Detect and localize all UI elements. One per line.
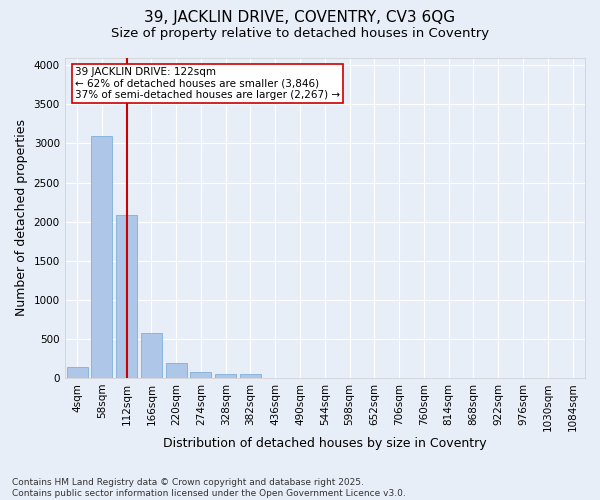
Bar: [116, 214, 137, 378]
Y-axis label: Number of detached properties: Number of detached properties: [15, 119, 28, 316]
Bar: [240, 374, 261, 378]
Bar: [215, 374, 236, 378]
Text: 39 JACKLIN DRIVE: 122sqm
← 62% of detached houses are smaller (3,846)
37% of sem: 39 JACKLIN DRIVE: 122sqm ← 62% of detach…: [75, 67, 340, 100]
Text: Contains HM Land Registry data © Crown copyright and database right 2025.
Contai: Contains HM Land Registry data © Crown c…: [12, 478, 406, 498]
Text: Size of property relative to detached houses in Coventry: Size of property relative to detached ho…: [111, 28, 489, 40]
X-axis label: Distribution of detached houses by size in Coventry: Distribution of detached houses by size …: [163, 437, 487, 450]
Bar: [141, 332, 162, 378]
Bar: [91, 136, 112, 378]
Bar: [190, 372, 211, 378]
Bar: [67, 367, 88, 378]
Bar: [166, 362, 187, 378]
Text: 39, JACKLIN DRIVE, COVENTRY, CV3 6QG: 39, JACKLIN DRIVE, COVENTRY, CV3 6QG: [145, 10, 455, 25]
